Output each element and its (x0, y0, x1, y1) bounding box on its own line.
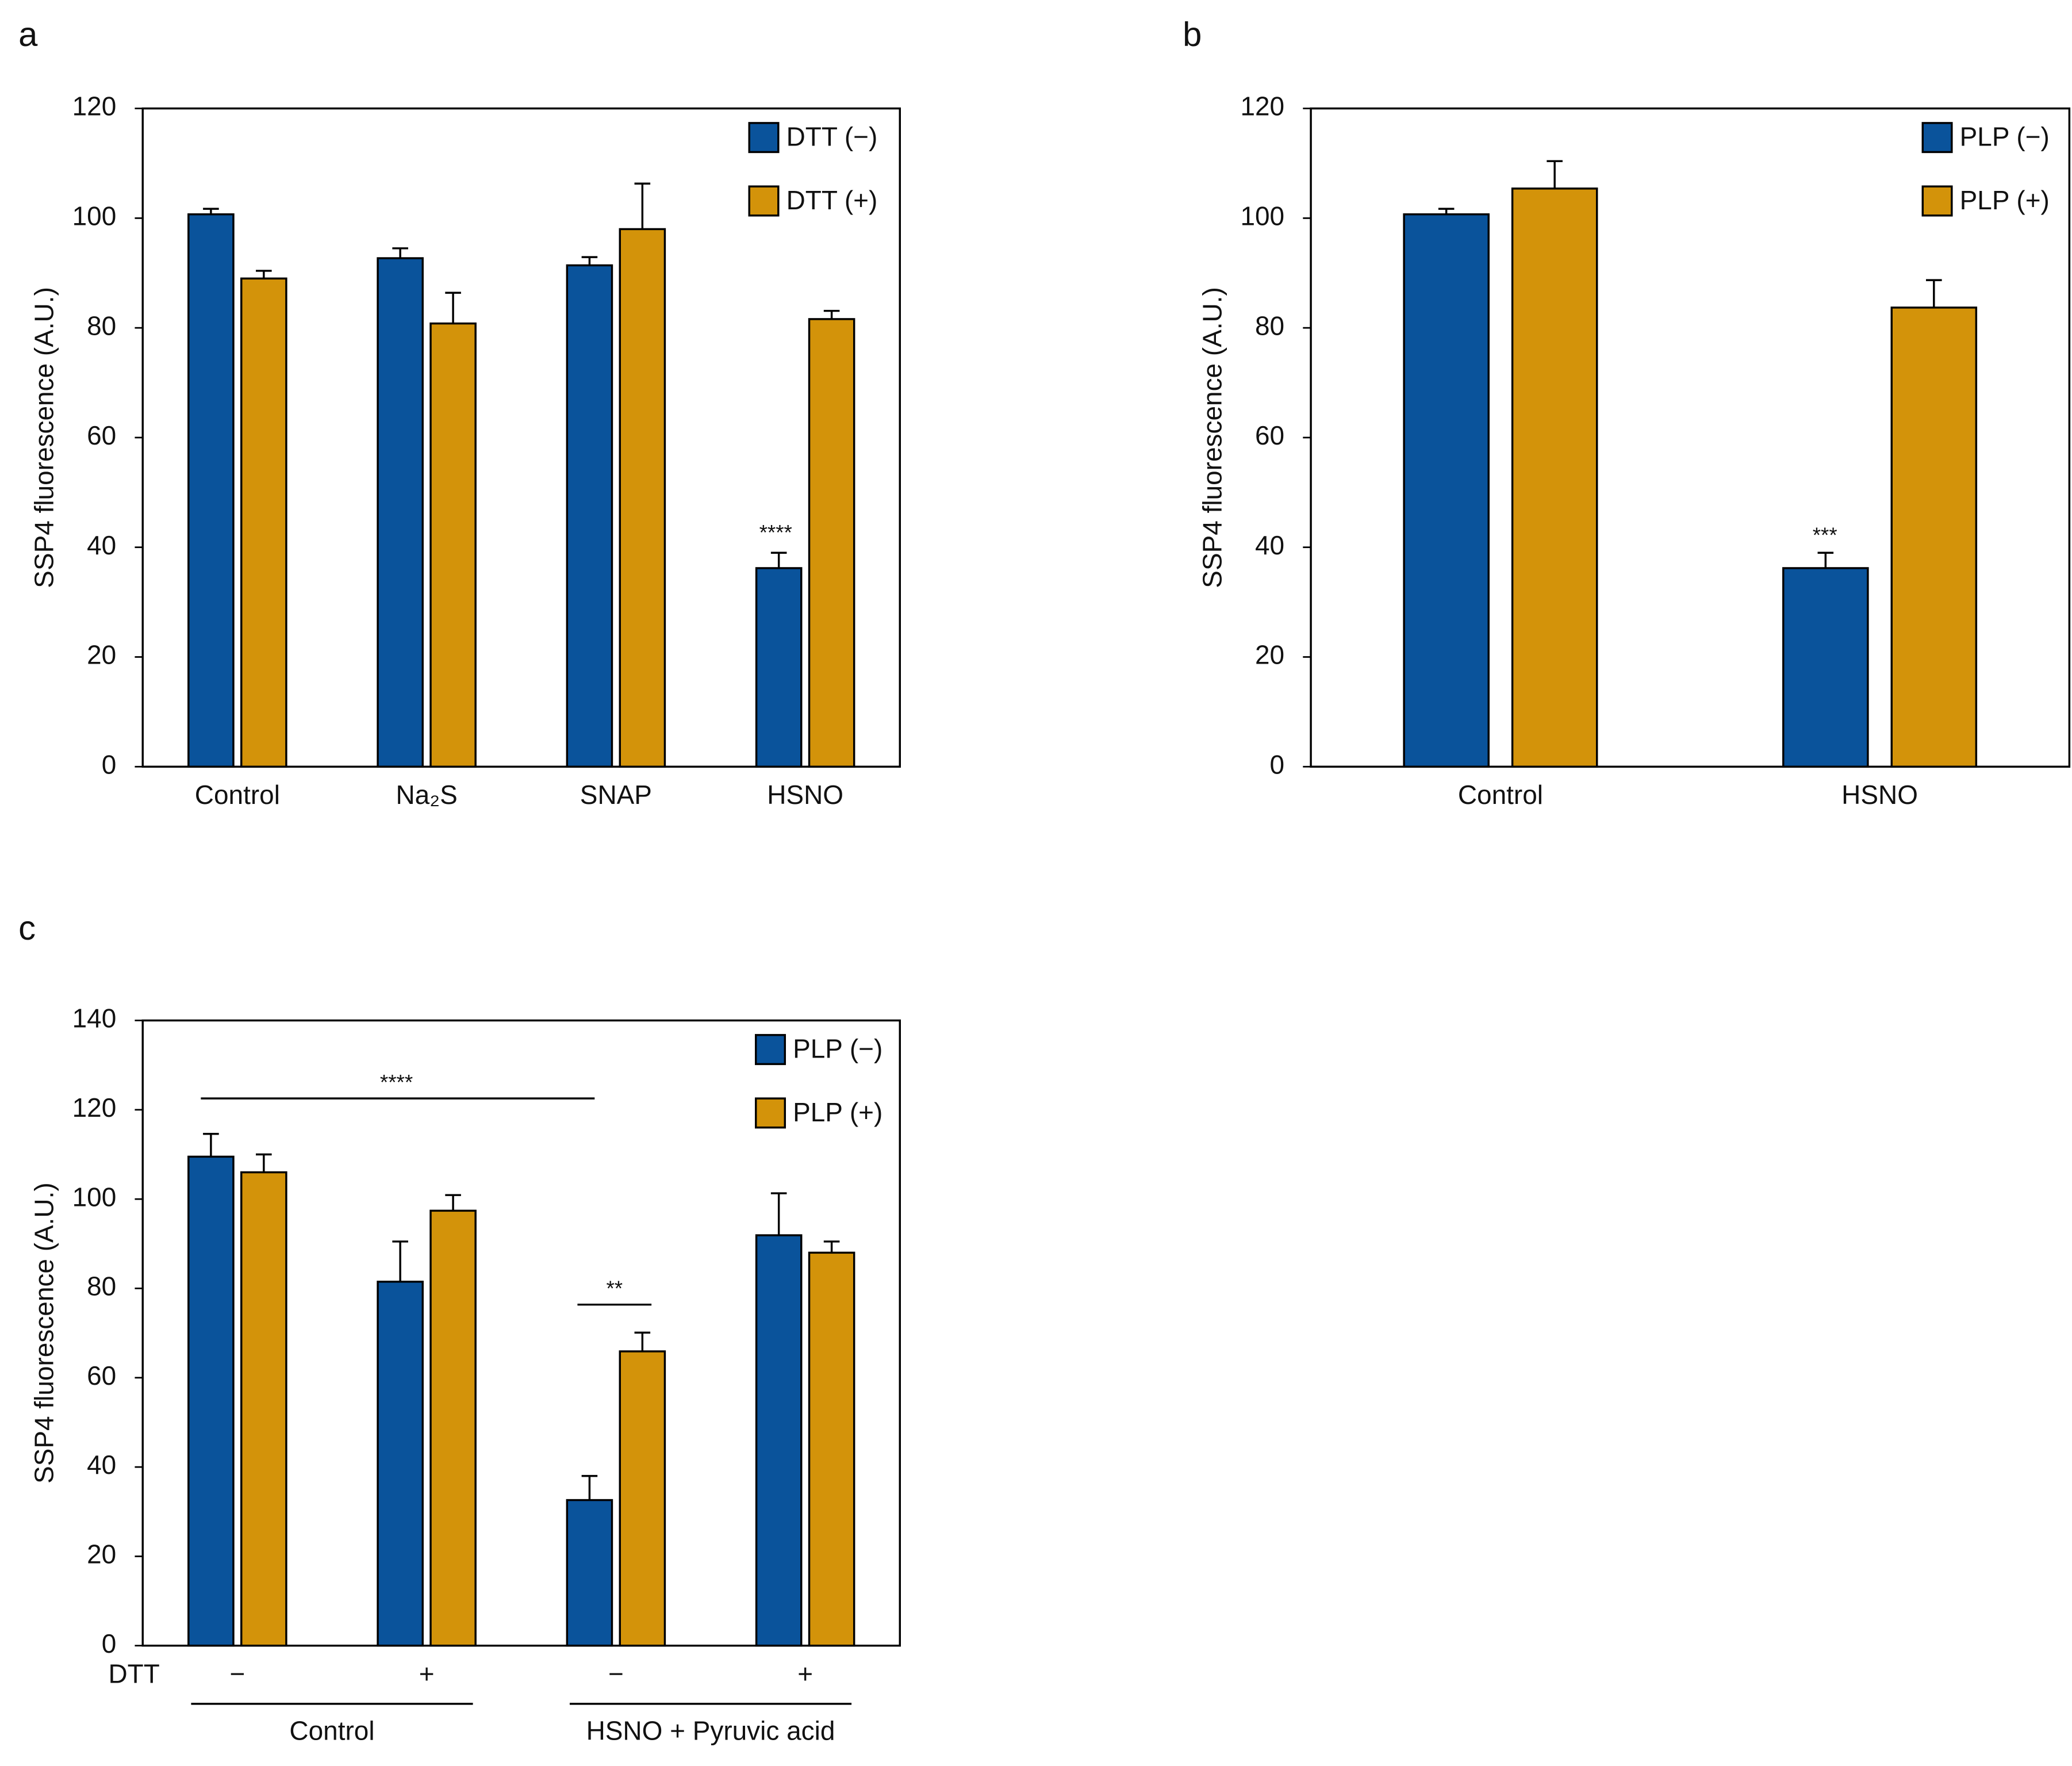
x-tick-label: − (608, 1659, 624, 1689)
bar (619, 228, 666, 768)
significance-label: *** (1813, 523, 1837, 547)
y-tick-label: 0 (1270, 749, 1285, 779)
y-tick-label: 120 (1240, 91, 1284, 121)
legend-label: PLP (−) (1960, 122, 2050, 152)
x-tick-label: Control (195, 780, 280, 810)
legend-label: DTT (−) (786, 122, 878, 152)
legend-label: DTT (+) (786, 185, 878, 215)
bar (755, 1234, 803, 1647)
y-tick-label: 40 (87, 1450, 116, 1480)
bar (377, 257, 424, 768)
y-tick-label: 80 (1255, 311, 1284, 340)
y-tick-label: 20 (1255, 640, 1284, 670)
significance-label: **** (759, 520, 792, 544)
legend-label: PLP (+) (793, 1097, 882, 1127)
panel-label: b (1183, 15, 1202, 53)
y-tick-label: 0 (102, 749, 117, 779)
y-tick-label: 120 (72, 91, 117, 121)
group-label: Control (289, 1716, 374, 1746)
bar (240, 1171, 287, 1647)
x-row-label: DTT (108, 1659, 159, 1689)
plot-frame (141, 1019, 901, 1647)
bar (377, 1281, 424, 1647)
y-tick-label: 0 (102, 1629, 117, 1658)
bar (1890, 307, 1978, 768)
y-tick-label: 80 (87, 1271, 116, 1301)
y-tick-label: 60 (87, 420, 116, 450)
bar (1403, 213, 1490, 768)
bar (429, 1209, 477, 1647)
y-tick-label: 60 (1255, 420, 1284, 450)
group-label: HSNO + Pyruvic acid (586, 1716, 835, 1746)
y-tick-label: 80 (87, 311, 116, 340)
bar (755, 567, 803, 768)
bar (1511, 187, 1598, 768)
x-tick-label: HSNO (1841, 780, 1918, 810)
x-tick-label: Na₂S (396, 780, 458, 810)
legend-swatch (748, 185, 780, 217)
bar (566, 1499, 613, 1647)
panel-label: c (18, 909, 36, 947)
y-tick-label: 100 (1240, 201, 1284, 231)
y-tick-label: 120 (72, 1093, 117, 1123)
significance-label: **** (380, 1071, 413, 1094)
y-axis-title: SSP4 fluorescence (A.U.) (29, 1182, 59, 1484)
panel-label: a (18, 15, 38, 53)
x-tick-label: + (797, 1659, 813, 1689)
legend-swatch (755, 1097, 786, 1129)
legend-swatch (1921, 185, 1953, 217)
plot-frame (141, 107, 901, 768)
y-tick-label: 20 (87, 640, 116, 670)
plot-frame (1310, 107, 2071, 768)
x-tick-label: − (229, 1659, 245, 1689)
bar (187, 1155, 235, 1647)
bar (1782, 567, 1869, 768)
significance-label: ** (606, 1277, 623, 1300)
x-tick-label: Control (1458, 780, 1543, 810)
legend-swatch (755, 1034, 786, 1066)
y-tick-label: 40 (1255, 530, 1284, 560)
bar (566, 264, 613, 768)
x-tick-label: HSNO (767, 780, 843, 810)
bar (429, 322, 477, 768)
y-tick-label: 100 (72, 201, 117, 231)
y-axis-title: SSP4 fluorescence (A.U.) (1197, 287, 1227, 588)
y-tick-label: 60 (87, 1361, 116, 1390)
bar (808, 1251, 855, 1647)
x-tick-label: + (419, 1659, 435, 1689)
legend-label: PLP (−) (793, 1034, 882, 1064)
bar (187, 213, 235, 768)
y-axis-title: SSP4 fluorescence (A.U.) (29, 287, 59, 588)
legend-swatch (748, 122, 780, 154)
y-tick-label: 100 (72, 1182, 117, 1212)
y-tick-label: 140 (72, 1003, 117, 1033)
bar (619, 1350, 666, 1647)
legend-swatch (1921, 122, 1953, 154)
y-tick-label: 40 (87, 530, 116, 560)
x-tick-label: SNAP (580, 780, 652, 810)
bar (240, 277, 287, 768)
bar (808, 318, 855, 768)
legend-label: PLP (+) (1960, 185, 2050, 215)
y-tick-label: 20 (87, 1539, 116, 1569)
